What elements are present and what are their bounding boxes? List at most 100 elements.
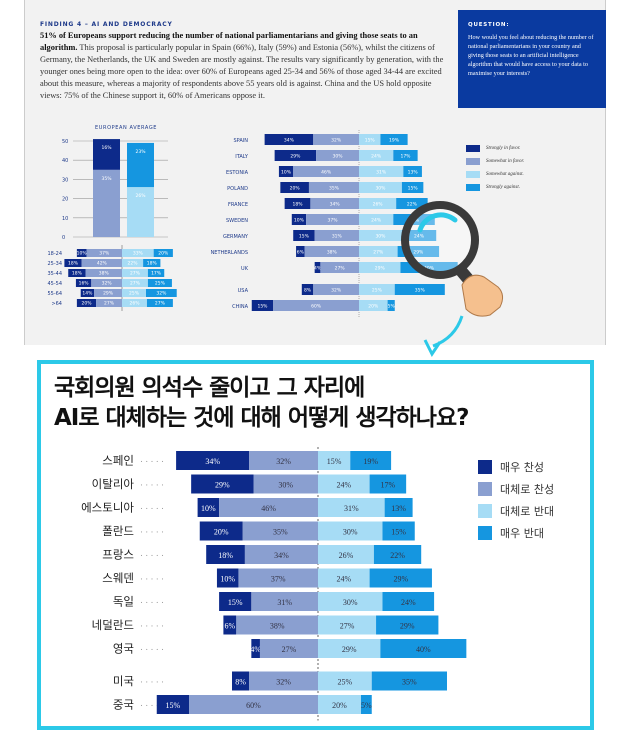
category-label: UK <box>241 266 249 272</box>
bar-segment <box>318 671 372 691</box>
category-label: SPAIN <box>233 138 248 144</box>
leader-dots: · · · · · <box>140 527 164 537</box>
category-label: 55-64 <box>47 291 62 297</box>
bar-label: 29% <box>409 217 420 223</box>
bar-label: 20% <box>368 303 379 309</box>
bar-label: 32% <box>102 280 113 286</box>
bar-label: 14% <box>82 290 93 296</box>
bar-segment <box>359 150 394 161</box>
bar-segment <box>359 230 402 241</box>
y-tick-label: 40 <box>62 158 68 164</box>
bar-label: 15% <box>299 233 310 239</box>
bar-label: 27% <box>340 621 355 630</box>
bar-label: 22% <box>407 201 418 207</box>
bar-label: 34% <box>330 201 341 207</box>
bar-segment <box>318 545 374 564</box>
legend-swatch <box>478 526 492 540</box>
bar-label: 40% <box>424 265 435 271</box>
legend-label: 매우 반대 <box>500 527 544 540</box>
bar-label: 37% <box>328 217 339 223</box>
bar-label: 29% <box>215 480 230 489</box>
bar-label: 38% <box>327 249 338 255</box>
bar-label: 30% <box>333 153 344 159</box>
bar-segment <box>310 198 359 209</box>
bar-segment <box>191 474 254 494</box>
bar-segment <box>359 284 395 295</box>
bar-label: 25% <box>372 287 383 293</box>
bar-label: 17% <box>400 153 411 159</box>
legend-label: Somewhat against. <box>486 172 524 177</box>
y-tick-label: 50 <box>62 139 68 145</box>
bar-segment <box>176 451 250 470</box>
bar-label: 60% <box>246 701 261 710</box>
bar-segment <box>394 284 445 295</box>
bar-label: 37% <box>271 574 286 583</box>
leader-dots: · · · · · <box>140 621 164 631</box>
bar-label: 32% <box>331 137 342 143</box>
bar-segment <box>85 269 122 277</box>
bar-segment <box>81 259 122 267</box>
bar-label: 38% <box>99 270 110 276</box>
bar-label: 32% <box>156 290 167 296</box>
bar-segment <box>318 498 385 517</box>
category-label: 이탈리아 <box>92 477 135 491</box>
legend-item: 매우 반대 <box>478 522 554 544</box>
bar-label: 22% <box>128 260 139 266</box>
bar-label: 32% <box>276 457 291 466</box>
bar-label: 34% <box>205 457 220 466</box>
bar-segment <box>318 568 370 588</box>
bar-label: 18% <box>72 270 83 276</box>
bar-segment <box>369 568 432 588</box>
category-label: 에스토니아 <box>81 501 134 515</box>
bar-segment <box>251 300 274 311</box>
bar-segment <box>359 198 397 209</box>
category-label: POLAND <box>227 186 248 192</box>
bar-label: 35% <box>415 287 426 293</box>
y-tick-label: 0 <box>62 235 65 241</box>
bar-segment <box>122 289 146 297</box>
bar-segment <box>122 299 147 307</box>
legend-swatch <box>466 184 480 191</box>
bar-label: 30% <box>375 233 386 239</box>
leader-dots: · · · · · <box>140 456 164 466</box>
bar-label: 5% <box>388 303 396 309</box>
category-label: USA <box>238 288 249 294</box>
legend-swatch <box>478 504 492 518</box>
bar-segment <box>216 568 239 588</box>
bar-label: 29% <box>393 574 408 583</box>
bar-label: 20% <box>214 527 229 536</box>
bar-segment <box>251 592 318 611</box>
bar-label: 60% <box>311 303 322 309</box>
intro-paragraph: 51% of Europeans support reducing the nu… <box>40 30 450 102</box>
bar-label: 30% <box>375 185 386 191</box>
bar-segment <box>122 269 148 277</box>
legend-swatch <box>478 482 492 496</box>
bar-segment <box>93 169 120 237</box>
question-text: How would you feel about reducing the nu… <box>468 34 594 77</box>
legend-label: 매우 찬성 <box>500 461 544 474</box>
bar-segment <box>318 639 381 658</box>
bar-segment <box>316 150 359 161</box>
bar-label: 5% <box>361 701 372 710</box>
bar-segment <box>64 259 82 267</box>
category-label: 프랑스 <box>102 548 134 562</box>
bar-label: 34% <box>284 137 295 143</box>
bar-segment <box>264 134 314 145</box>
legend-item: Strongly in favor. <box>466 142 524 155</box>
bar-segment <box>273 300 359 311</box>
finding-label: FINDING 4 – AI AND DEMOCRACY <box>40 21 173 28</box>
bar-label: 22% <box>390 551 405 560</box>
bar-label: 15% <box>166 701 181 710</box>
bar-segment <box>293 230 315 241</box>
bar-label: 31% <box>344 504 359 513</box>
legend-item: Somewhat in favor. <box>466 155 524 168</box>
category-label: CHINA <box>232 304 248 310</box>
bar-label: 31% <box>277 598 292 607</box>
category-label: 25-34 <box>47 261 62 267</box>
bar-segment <box>291 214 307 225</box>
bar-segment <box>318 451 351 470</box>
legend-korean: 매우 찬성 대체로 찬성 대체로 반대 매우 반대 <box>478 456 554 544</box>
bar-segment <box>313 134 359 145</box>
bar-label: 26% <box>373 201 384 207</box>
bar-label: 8% <box>304 287 312 293</box>
